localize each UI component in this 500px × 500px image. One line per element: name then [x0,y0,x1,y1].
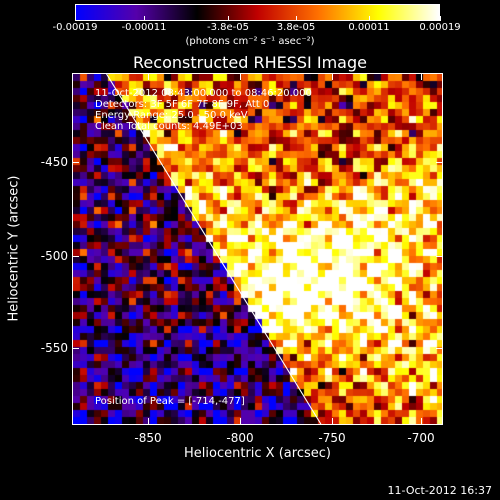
limb-line [106,74,322,424]
y-tick-mark [436,348,443,349]
y-tick-mark [436,162,443,163]
info-counts: Clean Total counts: 4.49E+03 [95,121,243,132]
info-time: 11-Oct-2012 08:43:00.000 to 08:46:20.000 [95,88,312,99]
x-tick-mark [421,73,422,80]
colorbar-tick-mark [369,16,370,21]
x-tick-mark [240,73,241,80]
y-tick-mark [436,256,443,257]
colorbar [75,4,440,21]
plot-area: 11-Oct-2012 08:43:00.000 to 08:46:20.000… [72,73,443,425]
info-energy: Energy Range: 25.0 - 50.0 keV [95,110,248,121]
x-tick: -800 [226,431,254,445]
colorbar-tick-label: -0.00019 [52,22,98,33]
y-tick: -500 [40,249,68,263]
colorbar-tick-mark [296,16,297,21]
y-tick: -450 [40,155,68,169]
x-tick-mark [332,418,333,425]
colorbar-tick-label: -0.00011 [121,22,167,33]
x-tick-mark [148,73,149,80]
x-axis-label: Heliocentric X (arcsec) [184,446,331,461]
solar-limb [106,74,322,424]
x-tick-mark [240,418,241,425]
peak-position: Position of Peak = [-714,-477] [95,396,245,407]
colorbar-tick-label: 0.00019 [419,22,461,33]
x-tick-mark [421,418,422,425]
y-tick-mark [72,256,79,257]
heatmap [73,74,442,424]
x-tick: -850 [134,431,162,445]
colorbar-tick-mark [228,16,229,21]
colorbar-tick-label: -3.8e-05 [207,22,249,33]
x-tick: -700 [407,431,435,445]
x-tick-mark [332,73,333,80]
x-tick: -750 [318,431,346,445]
colorbar-tick-label: 0.00011 [348,22,390,33]
y-tick-mark [72,162,79,163]
timestamp: 11-Oct-2012 16:37 [387,484,492,497]
y-tick: -550 [40,341,68,355]
colorbar-tick-label: 3.8e-05 [276,22,316,33]
y-tick-mark [72,348,79,349]
colorbar-tick-mark [144,16,145,21]
colorbar-tick-mark [75,16,76,21]
y-axis-label: Heliocentric Y (arcsec) [6,175,22,322]
colorbar-unit: (photons cm⁻² s⁻¹ asec⁻²) [185,36,315,47]
colorbar-tick-mark [440,16,441,21]
x-tick-mark [148,418,149,425]
info-detectors: Detectors: 3F 5F 6F 7F 8F 9F, Att 0 [95,99,270,110]
plot-title: Reconstructed RHESSI Image [133,53,367,72]
